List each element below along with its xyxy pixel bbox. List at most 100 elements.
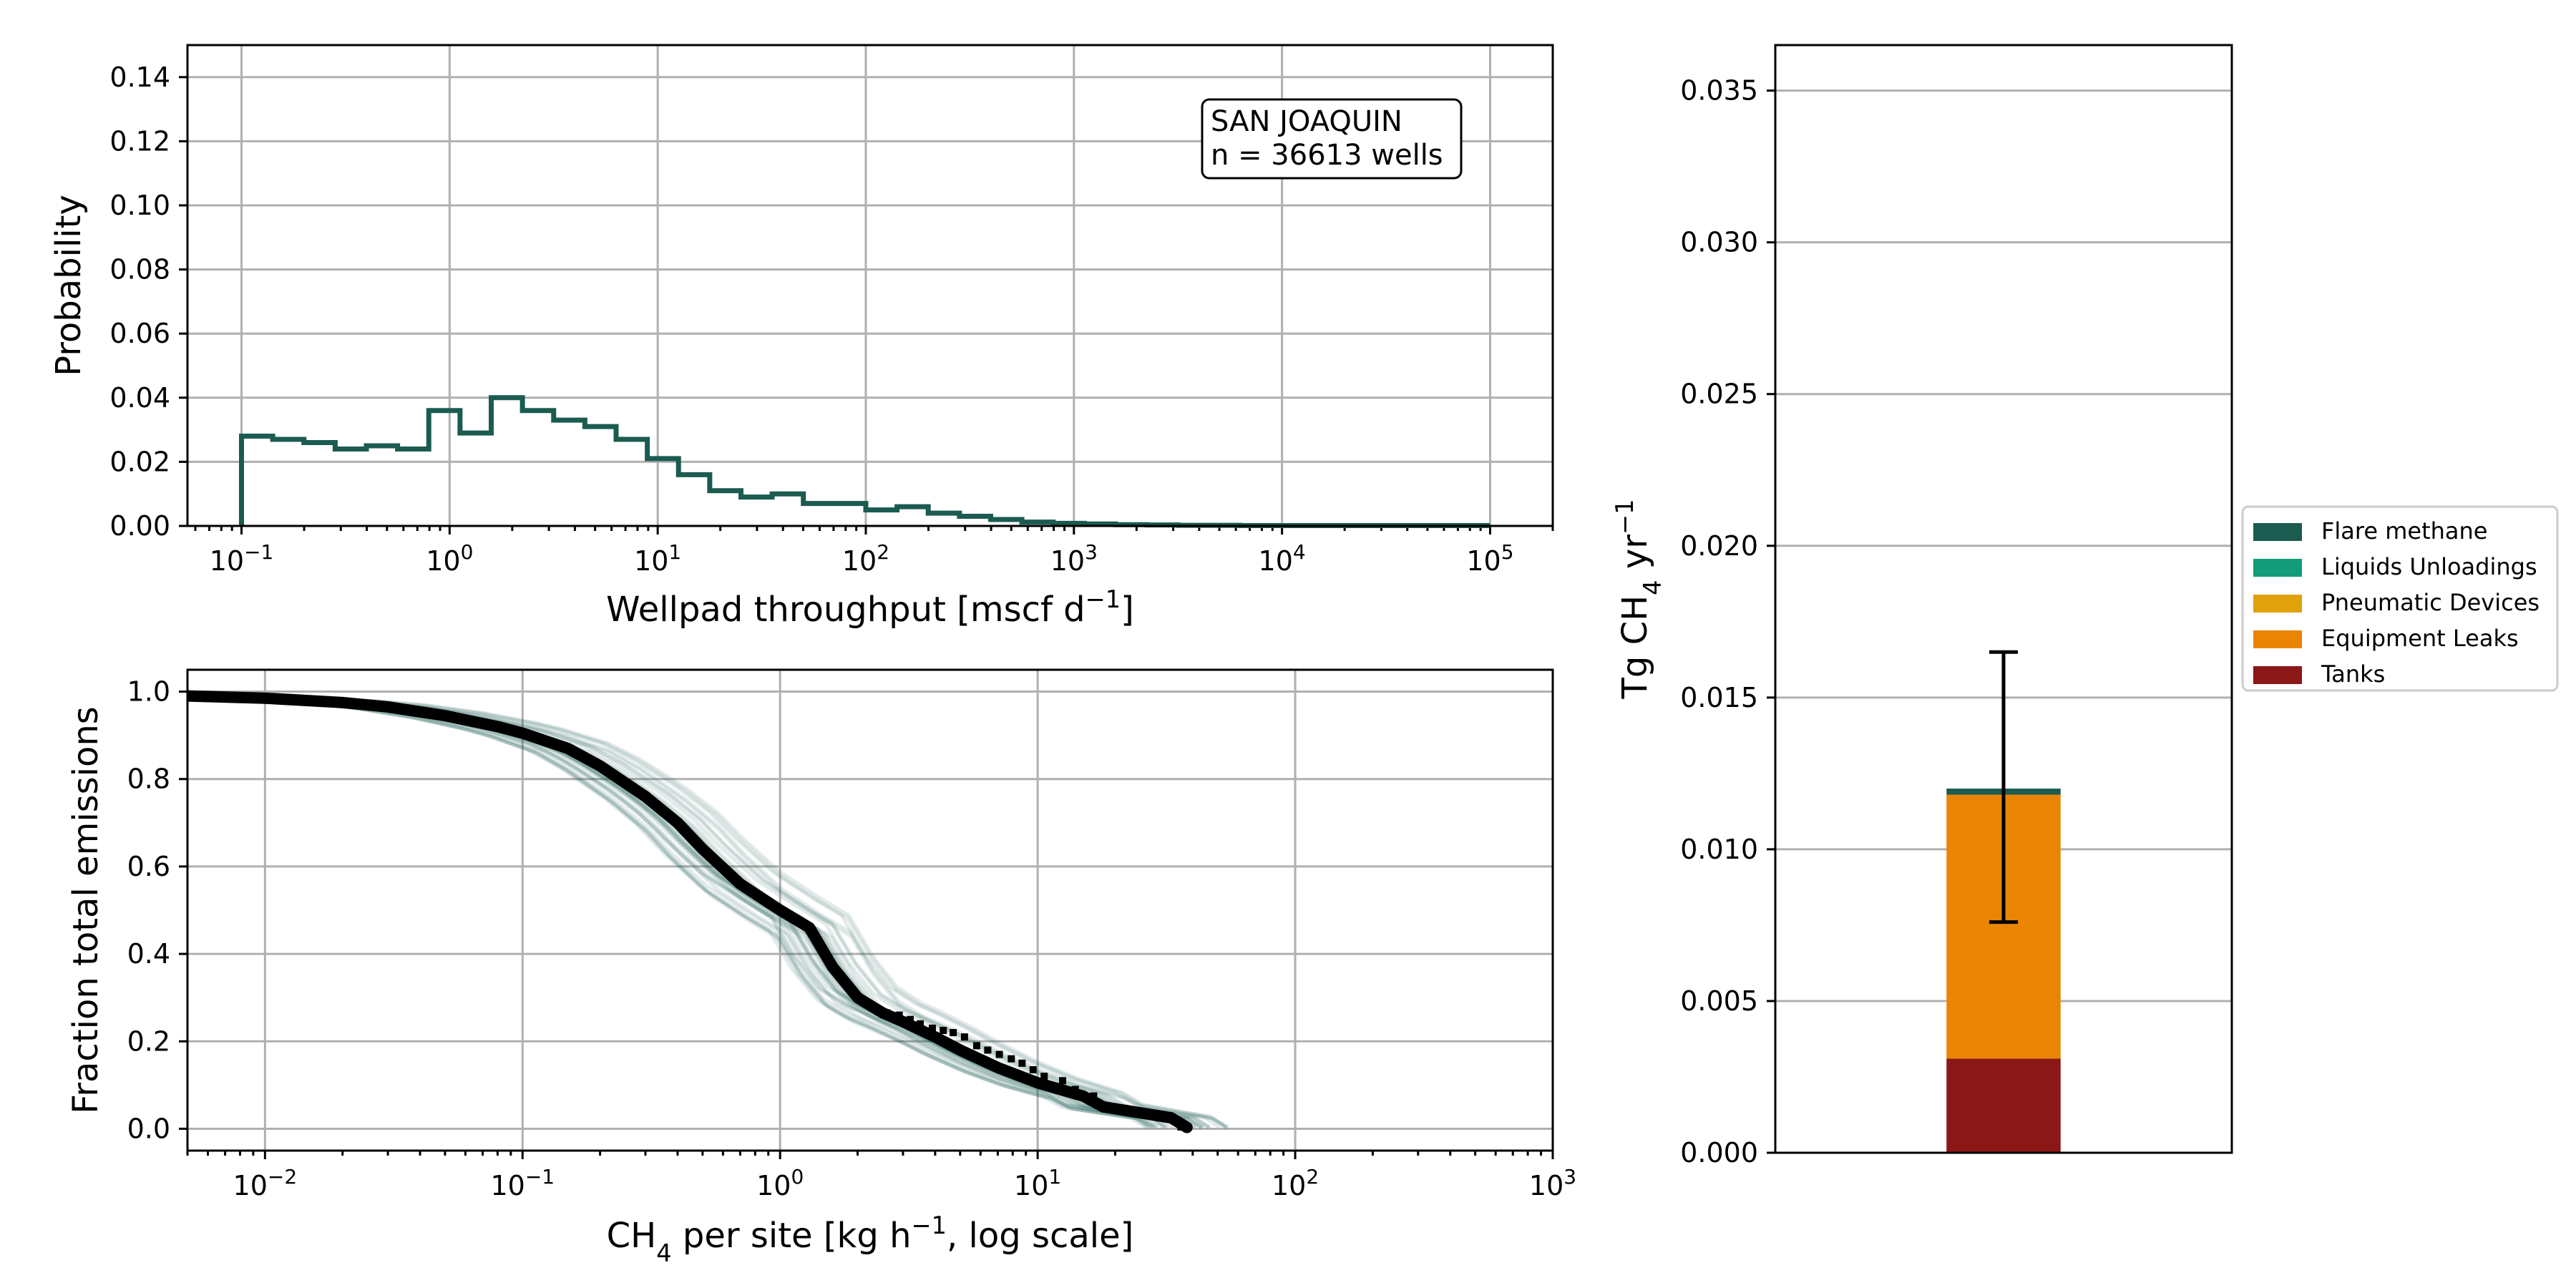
histogram-annotation-box: SAN JOAQUIN n = 36613 wells [1201,98,1463,180]
legend-label: Tanks [2321,660,2385,688]
y-tick-label: 0.6 [127,851,170,882]
median-marker [859,998,867,1006]
annotation-frame [1201,98,1463,180]
y-tick-label: 0.04 [109,382,170,414]
legend-frame [2241,505,2559,692]
monte-carlo-trace [203,693,1204,1129]
y-tick-label: 0.010 [1680,834,1758,865]
legend-label: Pneumatic Devices [2321,589,2540,616]
legend-label: Liquids Unloadings [2321,553,2537,580]
median-marker [928,1024,936,1032]
legend-swatch [2253,523,2302,541]
median-tail-markers [859,998,1185,1131]
y-tick-label: 0.8 [127,763,170,795]
median-marker [950,1029,957,1037]
x-tick-label: 10−1 [210,540,274,577]
y-tick-label: 0.2 [127,1025,170,1057]
monte-carlo-trace [220,693,1221,1129]
y-tick-label: 0.015 [1680,682,1758,713]
legend-swatch [2253,595,2302,613]
median-marker [1018,1059,1026,1067]
annotation-well-count: n = 36613 wells [1211,139,1443,172]
fraction-plot-frame [186,668,1554,1152]
median-marker [995,1050,1003,1058]
median-marker [869,1002,877,1010]
monte-carlo-trace [187,695,1153,1129]
y-tick-label: 0.020 [1680,530,1758,562]
legend-label: Equipment Leaks [2321,625,2519,652]
fraction-emissions-panel: 10−2 10−1 100 101 102 103 0.00.20.40.60.81.0 … [66,668,1576,1267]
median-marker [1059,1077,1067,1085]
y-tick-label: 0.00 [109,510,170,542]
emissions-bar-panel: 0.000 0.005 0.010 0.015 0.020 0.025 0.030 0.035… [1611,44,2559,1169]
monte-carlo-trace [201,694,1202,1130]
median-marker [1096,1101,1104,1108]
monte-carlo-trace [203,694,1204,1129]
annotation-region-name: SAN JOAQUIN [1211,105,1402,138]
monte-carlo-trace [209,694,1210,1129]
monte-carlo-trace [187,695,1156,1129]
histogram-y-tick-labels: 0.00 0.02 0.04 0.06 0.08 0.10 0.12 0.14 [109,62,170,542]
x-tick-label: 10−1 [490,1165,555,1201]
y-tick-label: 1.0 [127,676,170,708]
median-marker [1090,1092,1098,1100]
monte-carlo-trace [187,695,1167,1129]
y-tick-label: 0.005 [1680,985,1758,1017]
bar-error-bar [1989,650,2018,924]
monte-carlo-trace [187,695,1154,1129]
bar-chart-y-axis-label: Tg CH4 yr−1 [1611,499,1667,700]
x-tick-label: 103 [1050,540,1098,577]
y-tick-label: 0.030 [1680,227,1758,258]
legend-swatch [2253,666,2302,684]
median-marker [1029,1065,1037,1073]
y-tick-label: 0.000 [1680,1137,1758,1169]
median-marker [883,1009,891,1017]
x-tick-label: 101 [1014,1165,1061,1201]
y-tick-label: 0.02 [109,446,170,477]
fraction-plot-y-tick-labels: 0.0 0.2 0.4 0.6 0.8 1.0 [127,676,170,1145]
monte-carlo-trace [210,693,1211,1129]
median-marker [907,1015,914,1023]
y-tick-label: 0.025 [1680,379,1758,410]
median-marker [1160,1112,1168,1120]
fraction-plot-y-axis-label: Fraction total emissions [66,706,106,1114]
fraction-plot-grid [179,670,1554,1159]
histogram-x-tick-labels: 10−1 100 101 102 103 104 105 [210,540,1514,577]
legend-swatch [2253,630,2302,648]
x-tick-label: 102 [842,540,889,577]
histogram-frame [186,44,1554,527]
y-tick-label: 0.4 [127,938,170,970]
monte-carlo-trace [227,693,1228,1129]
legend-label: Flare methane [2321,517,2487,545]
x-tick-label: 10−2 [233,1165,298,1201]
throughput-histogram-panel: 10−1 100 101 102 103 104 105 0.000.020.040.060… [49,44,1554,630]
monte-carlo-trace [228,694,1229,1129]
median-marker [960,1033,968,1041]
median-marker [1008,1055,1015,1063]
y-tick-label: 0.035 [1680,75,1758,107]
legend-entries: Flare methane Liquids Unloadings Pneumatic… [2253,517,2540,688]
histogram-y-axis-label: Probability [49,195,89,376]
x-tick-label: 105 [1466,540,1513,577]
median-marker [972,1042,980,1050]
monte-carlo-trace [196,694,1198,1129]
monte-carlo-trace [210,693,1211,1129]
y-tick-label: 0.12 [109,125,170,157]
x-tick-label: 100 [426,540,473,577]
monte-carlo-trace [187,696,1159,1130]
fraction-plot-x-axis-label: CH4 per site [kg h−1, log scale] [607,1211,1134,1267]
median-marker [917,1020,924,1028]
x-tick-label: 100 [756,1165,804,1201]
monte-carlo-trace [195,694,1196,1129]
y-tick-label: 0.08 [109,254,170,286]
median-marker [984,1046,992,1054]
x-tick-label: 102 [1272,1165,1319,1201]
y-tick-label: 0.0 [127,1113,170,1144]
median-marker [895,1011,903,1019]
histogram-x-axis-label: Wellpad throughput [mscf d−1] [606,585,1134,630]
x-tick-label: 103 [1529,1165,1576,1201]
monte-carlo-trace [225,693,1226,1129]
median-marker [1071,1085,1079,1093]
bar-segment-tanks [1946,1058,2061,1153]
